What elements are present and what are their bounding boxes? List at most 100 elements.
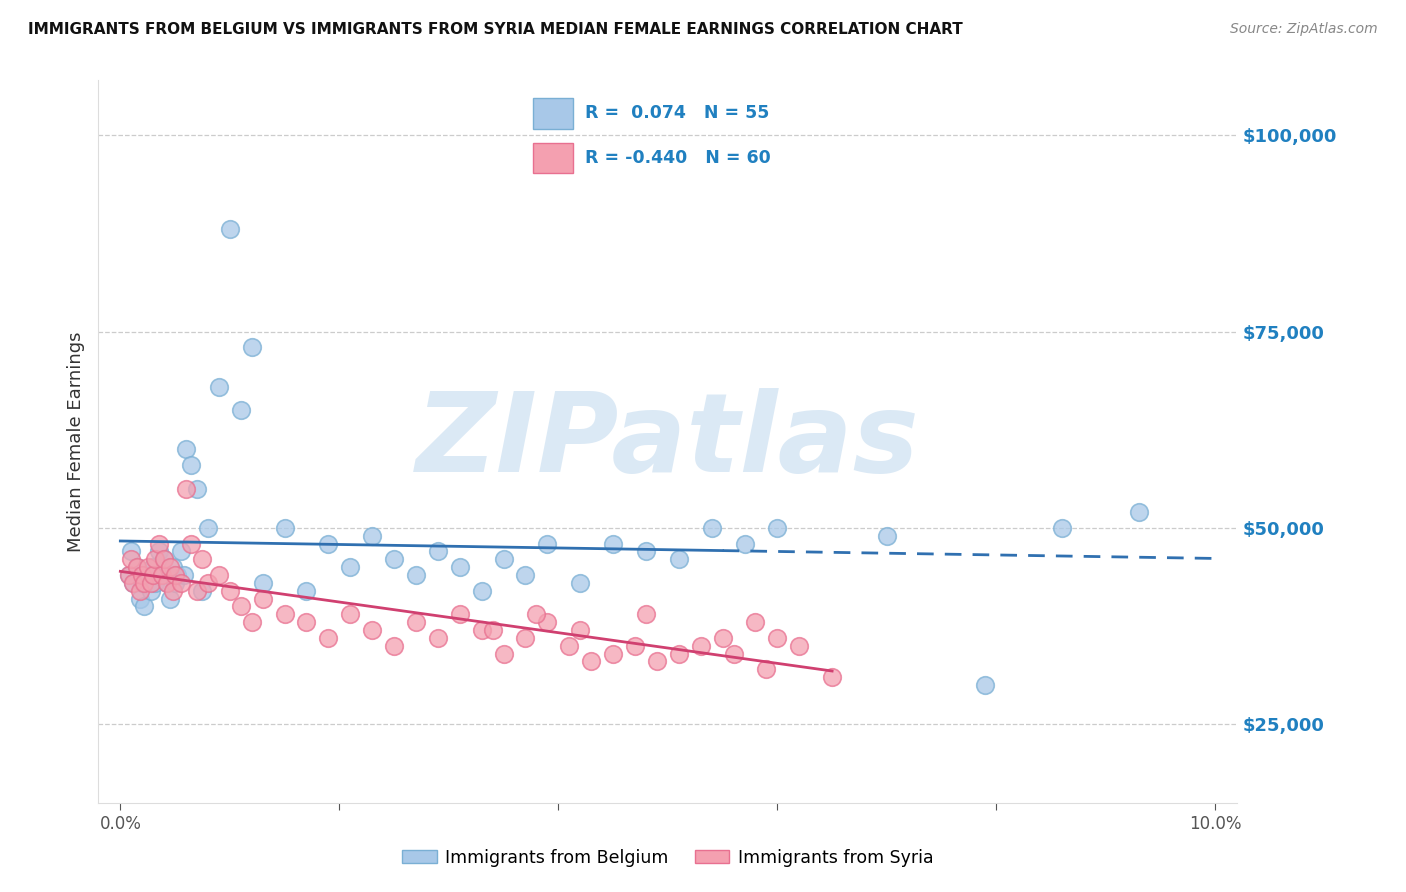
Point xyxy=(295,615,318,630)
Point xyxy=(449,607,471,622)
Point xyxy=(602,647,624,661)
Point xyxy=(471,623,494,637)
Point xyxy=(318,631,340,645)
Point xyxy=(173,568,195,582)
Text: Source: ZipAtlas.com: Source: ZipAtlas.com xyxy=(1230,22,1378,37)
Point xyxy=(129,591,152,606)
Point xyxy=(153,552,176,566)
Point xyxy=(426,631,449,645)
Point xyxy=(744,615,766,630)
Point xyxy=(668,647,690,661)
Point xyxy=(624,639,647,653)
Point xyxy=(118,568,141,582)
Point xyxy=(208,568,231,582)
Point xyxy=(218,583,240,598)
Point xyxy=(602,536,624,550)
Point xyxy=(526,607,548,622)
Point xyxy=(145,575,167,590)
Point xyxy=(148,536,170,550)
Point xyxy=(252,575,274,590)
Y-axis label: Median Female Earnings: Median Female Earnings xyxy=(66,331,84,552)
FancyBboxPatch shape xyxy=(533,143,572,173)
Point xyxy=(208,379,231,393)
Point xyxy=(145,552,167,566)
Point xyxy=(339,560,361,574)
Point xyxy=(723,647,745,661)
Point xyxy=(197,575,219,590)
Point xyxy=(142,560,165,574)
Point xyxy=(492,552,515,566)
Point xyxy=(165,568,187,582)
Point xyxy=(700,521,723,535)
Point xyxy=(131,575,153,590)
Point xyxy=(142,568,165,582)
Text: IMMIGRANTS FROM BELGIUM VS IMMIGRANTS FROM SYRIA MEDIAN FEMALE EARNINGS CORRELAT: IMMIGRANTS FROM BELGIUM VS IMMIGRANTS FR… xyxy=(28,22,963,37)
Point xyxy=(821,670,844,684)
Point xyxy=(295,583,318,598)
Point xyxy=(361,623,384,637)
Point xyxy=(162,583,184,598)
Legend: Immigrants from Belgium, Immigrants from Syria: Immigrants from Belgium, Immigrants from… xyxy=(395,842,941,873)
Point xyxy=(569,575,592,590)
Point xyxy=(579,655,602,669)
Point xyxy=(426,544,449,558)
Point xyxy=(165,575,187,590)
Point xyxy=(1050,521,1073,535)
Point xyxy=(122,575,145,590)
Point xyxy=(191,583,214,598)
Point xyxy=(361,529,384,543)
Point xyxy=(174,442,197,457)
Point xyxy=(136,560,159,574)
Point xyxy=(156,575,179,590)
Point xyxy=(273,607,295,622)
Point xyxy=(191,552,214,566)
Point xyxy=(449,560,471,574)
Point xyxy=(711,631,734,645)
Point xyxy=(186,482,208,496)
Point xyxy=(229,403,252,417)
Point xyxy=(169,575,191,590)
Point xyxy=(125,560,148,574)
Point xyxy=(974,678,997,692)
Point xyxy=(180,536,202,550)
Point xyxy=(515,568,537,582)
Point xyxy=(515,631,537,645)
Point xyxy=(634,544,657,558)
Point xyxy=(787,639,810,653)
Point xyxy=(169,544,191,558)
Point xyxy=(125,560,148,574)
Point xyxy=(492,647,515,661)
FancyBboxPatch shape xyxy=(533,97,572,128)
Point xyxy=(766,521,789,535)
Point xyxy=(218,222,240,236)
Point xyxy=(1128,505,1150,519)
Point xyxy=(139,583,162,598)
Text: R =  0.074   N = 55: R = 0.074 N = 55 xyxy=(585,104,769,122)
Point xyxy=(131,568,153,582)
Point xyxy=(150,568,173,582)
Point xyxy=(536,615,558,630)
Point xyxy=(755,662,778,676)
Point xyxy=(252,591,274,606)
Point xyxy=(229,599,252,614)
Point xyxy=(382,552,405,566)
Point xyxy=(405,568,427,582)
Point xyxy=(139,575,162,590)
Point xyxy=(120,544,142,558)
Point xyxy=(689,639,711,653)
Point xyxy=(240,340,263,354)
Text: ZIPatlas: ZIPatlas xyxy=(416,388,920,495)
Point xyxy=(159,591,181,606)
Text: R = -0.440   N = 60: R = -0.440 N = 60 xyxy=(585,149,770,167)
Point xyxy=(153,552,176,566)
Point xyxy=(569,623,592,637)
Point xyxy=(136,568,159,582)
Point xyxy=(162,560,184,574)
Point xyxy=(159,560,181,574)
Point xyxy=(766,631,789,645)
Point xyxy=(156,575,179,590)
Point xyxy=(876,529,898,543)
Point xyxy=(382,639,405,653)
Point xyxy=(148,544,170,558)
Point xyxy=(634,607,657,622)
